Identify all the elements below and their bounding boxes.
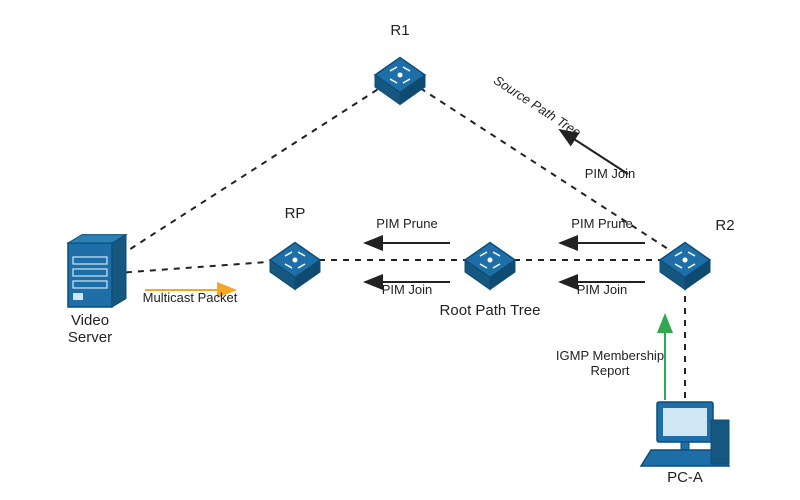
node-label-r1: R1 — [390, 22, 409, 39]
node-label-r2: R2 — [715, 217, 734, 234]
arrow-label-2: PIM Join — [382, 282, 433, 297]
node-label-server: Server — [68, 329, 112, 346]
arrow-label-6: Report — [590, 363, 629, 378]
arrow-label-4: PIM Join — [577, 282, 628, 297]
arrow-label-0: Multicast Packet — [143, 290, 238, 305]
node-label-pca: PC-A — [667, 469, 703, 486]
arrow-label-1: PIM Prune — [376, 216, 437, 231]
node-pca — [641, 402, 729, 466]
node-r2 — [660, 243, 710, 290]
node-r1 — [375, 58, 425, 105]
node-label-rp: RP — [285, 205, 306, 222]
link-server-r1 — [90, 75, 400, 275]
arrow-label-6: IGMP Membership — [556, 348, 664, 363]
node-server — [68, 235, 126, 307]
node-mid — [465, 243, 515, 290]
node-label-server: Video — [71, 312, 109, 329]
arrow-label-3: PIM Prune — [571, 216, 632, 231]
arrow-label-5: PIM Join — [585, 166, 636, 181]
edge-label-0: Source Path Tree — [491, 72, 584, 140]
node-rp — [270, 243, 320, 290]
node-label-mid: Root Path Tree — [440, 302, 541, 319]
